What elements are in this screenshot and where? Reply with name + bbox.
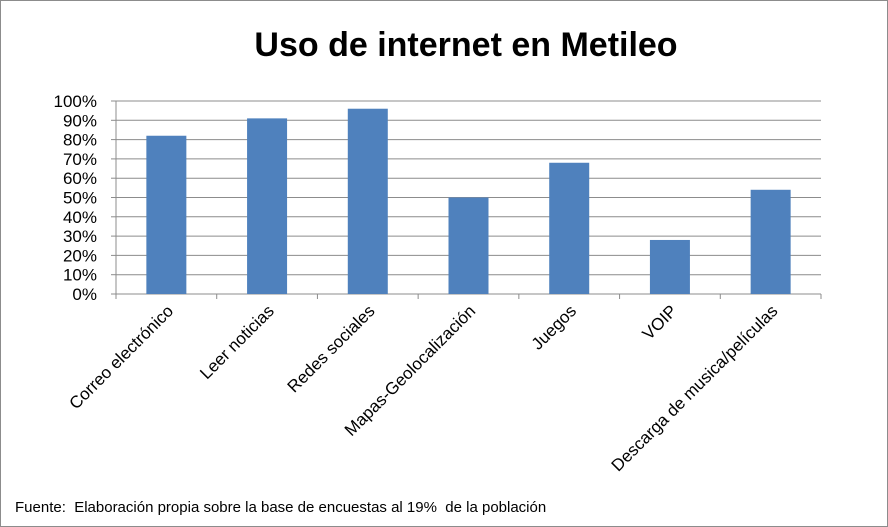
bar [347,108,388,294]
x-tick-label: Redes sociales [284,301,379,396]
bars [146,108,791,295]
x-tick-label: Leer noticias [196,301,278,383]
x-tick-label: Descarga de musica/películas [608,301,782,475]
x-tick-label: Correo electrónico [66,301,178,413]
bar [750,189,791,294]
y-tick-label: 60% [63,169,97,188]
bar [448,197,489,294]
y-tick-label: 100% [54,92,97,111]
y-tick-label: 90% [63,111,97,130]
bar [247,118,288,295]
y-tick-label: 40% [63,208,97,227]
y-tick-label: 80% [63,131,97,150]
bar [649,239,690,294]
y-tick-label: 20% [63,246,97,265]
bar [146,135,187,294]
x-axis-tick-labels: Correo electrónico Leer noticias Redes soc… [66,301,782,475]
y-tick-label: 50% [63,189,97,208]
y-tick-label: 70% [63,150,97,169]
y-tick-label: 30% [63,227,97,246]
y-axis-tick-labels: 0%10%20%30%40%50%60%70%80%90%100% [54,92,97,304]
bar-chart: Uso de internet en Metileo 0%10%20%30%40… [54,26,822,475]
x-tick-label: VOIP [639,301,681,343]
chart-title: Uso de internet en Metileo [254,26,677,64]
x-tick-label: Juegos [528,301,580,353]
bar [549,162,590,294]
y-tick-label: 10% [63,266,97,285]
source-note: Fuente: Elaboración propia sobre la base… [15,499,547,516]
y-tick-label: 0% [72,285,97,304]
